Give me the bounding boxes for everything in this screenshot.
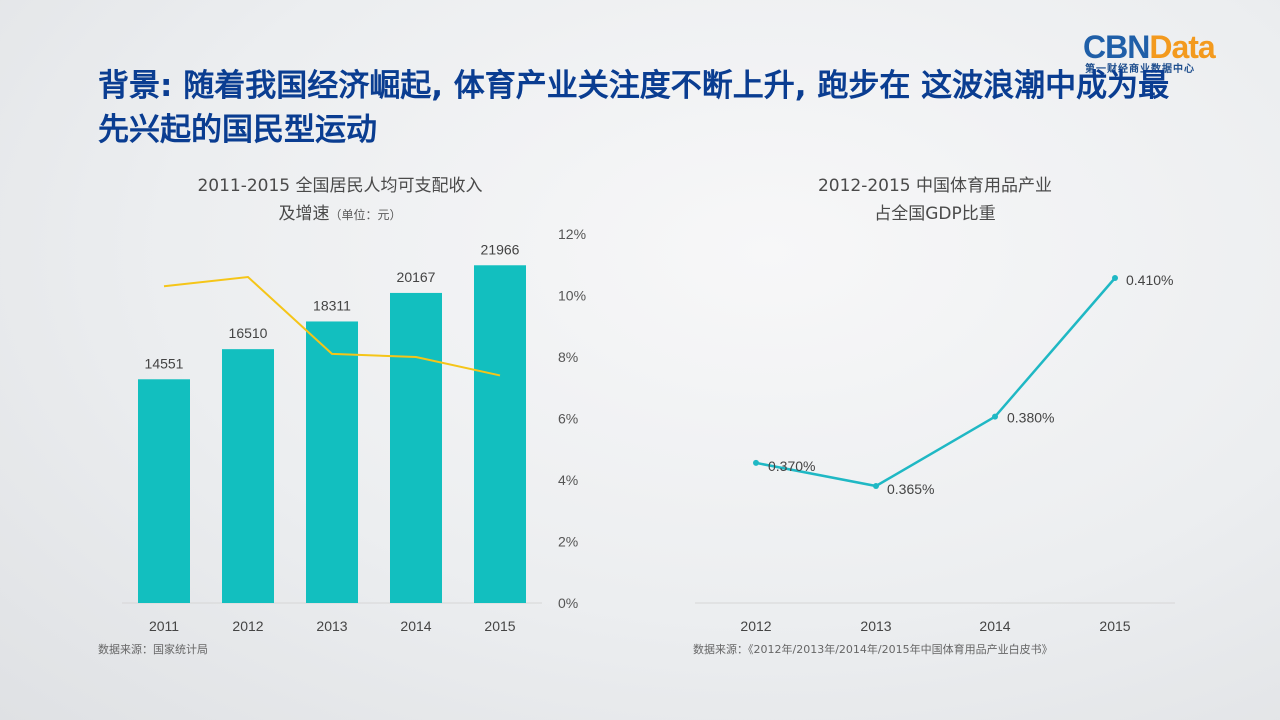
right-x-tick-2013: 2013 xyxy=(860,618,891,634)
left-chart-title-line1: 2011-2015 全国居民人均可支配收入 xyxy=(197,176,483,196)
right-x-tick-2012: 2012 xyxy=(740,618,771,634)
gdp-share-line xyxy=(755,277,1116,488)
income-bar-2012 xyxy=(222,349,274,603)
gdp-share-label-2013: 0.365% xyxy=(887,481,934,497)
left-y2-tick-2: 4% xyxy=(558,472,578,488)
gdp-share-point-2015 xyxy=(1112,275,1118,281)
gdp-share-label-2015: 0.410% xyxy=(1126,272,1173,288)
left-y2-tick-4: 8% xyxy=(558,349,578,365)
right-x-tick-2014: 2014 xyxy=(979,618,1010,634)
gdp-share-label-2014: 0.380% xyxy=(1007,410,1054,426)
left-chart-title-line2: 及增速 xyxy=(278,204,330,224)
left-chart-title: 2011-2015 全国居民人均可支配收入 及增速（单位：元） xyxy=(120,172,560,229)
page-headline: 背景: 随着我国经济崛起, 体育产业关注度不断上升, 跑步在 这波浪潮中成为最先… xyxy=(98,68,1170,148)
left-x-tick-2011: 2011 xyxy=(149,618,179,634)
left-y2-tick-0: 0% xyxy=(558,595,578,611)
right-chart-title: 2012-2015 中国体育用品产业 占全国GDP比重 xyxy=(715,172,1155,228)
cbndata-logo: CBNData 第一财经商业数据中心 xyxy=(1083,30,1243,82)
right-chart-title-line2: 占全国GDP比重 xyxy=(874,204,996,224)
logo-subtitle: 第一财经商业数据中心 xyxy=(1085,64,1195,75)
income-bar-2014 xyxy=(390,292,442,603)
income-bar-label-2011: 14551 xyxy=(145,355,184,371)
gdp-share-point-2012 xyxy=(753,459,759,466)
logo-cbn-text: CBN xyxy=(1083,29,1150,65)
income-bar-label-2013: 18311 xyxy=(313,297,351,313)
left-chart-source: 数据来源：国家统计局 xyxy=(98,643,208,656)
gdp-share-label-2012: 0.370% xyxy=(768,458,815,474)
right-chart-title-line1: 2012-2015 中国体育用品产业 xyxy=(817,176,1053,196)
income-bar-label-2012: 16510 xyxy=(229,325,268,341)
income-growth-line xyxy=(163,276,501,377)
left-chart-unit: （单位：元） xyxy=(329,208,402,222)
income-bar-2015 xyxy=(474,265,526,603)
income-bar-2013 xyxy=(306,321,358,603)
left-y2-tick-1: 2% xyxy=(558,534,578,550)
right-x-tick-2015: 2015 xyxy=(1099,618,1130,634)
gdp-share-point-2013 xyxy=(873,483,879,489)
left-x-tick-2012: 2012 xyxy=(232,618,263,634)
income-bar-2011 xyxy=(138,379,190,603)
gdp-share-point-2014 xyxy=(992,413,998,420)
left-y2-tick-5: 10% xyxy=(558,288,586,304)
left-x-tick-2015: 2015 xyxy=(484,618,515,634)
left-x-tick-2014: 2014 xyxy=(400,618,431,634)
right-chart-source: 数据来源：《2012年/2013年/2014年/2015年中国体育用品产业白皮书… xyxy=(693,643,1053,656)
income-bar-label-2014: 20167 xyxy=(397,269,436,285)
logo-data-text: Data xyxy=(1149,29,1215,65)
left-x-tick-2013: 2013 xyxy=(316,618,347,634)
left-y2-tick-3: 6% xyxy=(558,411,578,427)
left-y2-tick-6: 12% xyxy=(558,226,586,242)
income-bar-label-2015: 21966 xyxy=(481,241,520,257)
